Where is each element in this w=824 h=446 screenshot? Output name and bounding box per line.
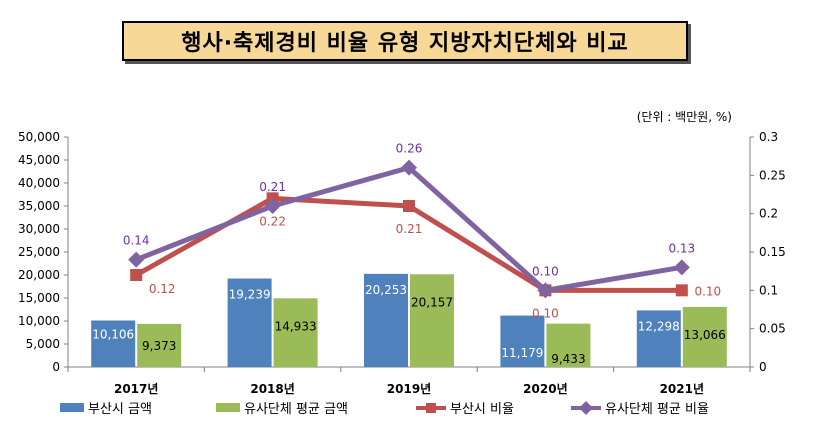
line-data-label: 0.21: [259, 180, 286, 194]
line-data-label: 0.14: [123, 234, 150, 248]
y-left-tick-label: 15,000: [18, 291, 60, 305]
line-busan-ratio: [134, 195, 682, 293]
bar-data-label: 14,933: [275, 319, 317, 333]
line-data-label: 0.10: [694, 284, 721, 298]
y-left-tick-label: 50,000: [18, 130, 60, 144]
bar-avg-amount: [546, 323, 591, 367]
y-left-tick-label: 20,000: [18, 268, 60, 282]
line-data-label: 0.10: [532, 306, 559, 320]
bar-busan-amount: [636, 310, 681, 367]
y-left-tick-label: 0: [52, 360, 60, 374]
axes: 0 5,000 10,000 15,000 20,000 25,000 30,000 35,0…: [18, 130, 786, 396]
chart-title: 행사·축제경비 비율 유형 지방자치단체와 비교: [122, 21, 688, 61]
marker-avg-ratio: [537, 282, 554, 299]
bars: [91, 273, 727, 367]
x-tick-label: 2020년: [523, 382, 567, 396]
y-right-tick-label: 0.05: [759, 322, 786, 336]
marker-busan-ratio: [675, 284, 688, 297]
bar-data-label: 9,433: [551, 352, 585, 366]
x-tick-label: 2021년: [660, 382, 704, 396]
marker-avg-ratio: [673, 259, 690, 276]
bar-data-label: 19,239: [229, 288, 271, 302]
bar-data-label: 10,106: [92, 328, 134, 342]
bar-avg-amount: [273, 298, 318, 367]
line-data-label: 0.21: [396, 222, 423, 236]
legend-label: 부산시 비율: [450, 402, 514, 417]
y-left-tick-label: 10,000: [18, 314, 60, 328]
bar-busan-amount: [500, 315, 545, 367]
y-left-tick-label: 45,000: [18, 153, 60, 167]
y-left-tick-label: 25,000: [18, 245, 60, 259]
bar-busan-amount: [227, 278, 272, 367]
bar-data-label: 20,253: [365, 283, 407, 297]
legend-label: 부산시 금액: [88, 402, 152, 417]
y-right-tick-label: 0.25: [759, 168, 786, 182]
marker-busan-ratio: [130, 269, 143, 281]
line-data-label: 0.12: [149, 282, 176, 296]
bar-avg-amount: [410, 274, 454, 367]
bar-data-label: 12,298: [638, 319, 680, 333]
y-right-tick-label: 0.1: [759, 283, 778, 297]
marker-busan-ratio: [403, 200, 415, 212]
data-labels: 10,106 19,239 20,253 11,179 12,298 9,373 14,93…: [92, 142, 726, 366]
bar-data-label: 20,157: [411, 295, 453, 309]
bar-avg-amount: [137, 323, 182, 367]
y-left-tick-label: 5,000: [26, 337, 60, 351]
bar-busan-amount: [364, 273, 408, 367]
marker-avg-ratio: [401, 159, 417, 176]
unit-note: (단위 : 백만원, %): [636, 110, 732, 124]
x-tick-label: 2019년: [387, 382, 431, 396]
legend-swatch: [216, 403, 240, 412]
line-data-label: 0.10: [532, 264, 559, 278]
line-data-label: 0.13: [668, 241, 695, 255]
y-left-tick-label: 35,000: [18, 199, 60, 213]
y-left-tick-label: 40,000: [18, 176, 60, 190]
line-data-label: 0.22: [259, 214, 286, 228]
y-right-tick-label: 0.2: [759, 207, 778, 221]
y-right-tick-label: 0: [759, 360, 767, 374]
line-data-label: 0.26: [396, 142, 423, 156]
legend-label: 유사단체 평균 비율: [605, 402, 709, 417]
x-tick-label: 2017년: [114, 382, 158, 396]
marker-avg-ratio: [264, 198, 281, 214]
legend: 부산시 금액 유사단체 평균 금액 부산시 비율 유사단체 평균 비율: [60, 401, 709, 417]
bar-data-label: 11,179: [501, 346, 543, 360]
lines: [128, 159, 690, 299]
y-left-tick-label: 30,000: [18, 222, 60, 236]
bar-data-label: 13,066: [684, 328, 726, 342]
legend-swatch: [60, 403, 84, 412]
marker-avg-ratio: [128, 251, 145, 268]
x-tick-label: 2018년: [250, 382, 294, 396]
legend-label: 유사단체 평균 금액: [244, 402, 348, 417]
y-right-tick-label: 0.3: [759, 130, 778, 144]
bar-data-label: 9,373: [142, 339, 176, 353]
bar-avg-amount: [682, 306, 727, 367]
bar-busan-amount: [91, 320, 136, 367]
legend-marker: [579, 401, 593, 415]
legend-marker: [426, 403, 436, 413]
y-right-tick-label: 0.15: [759, 245, 786, 259]
